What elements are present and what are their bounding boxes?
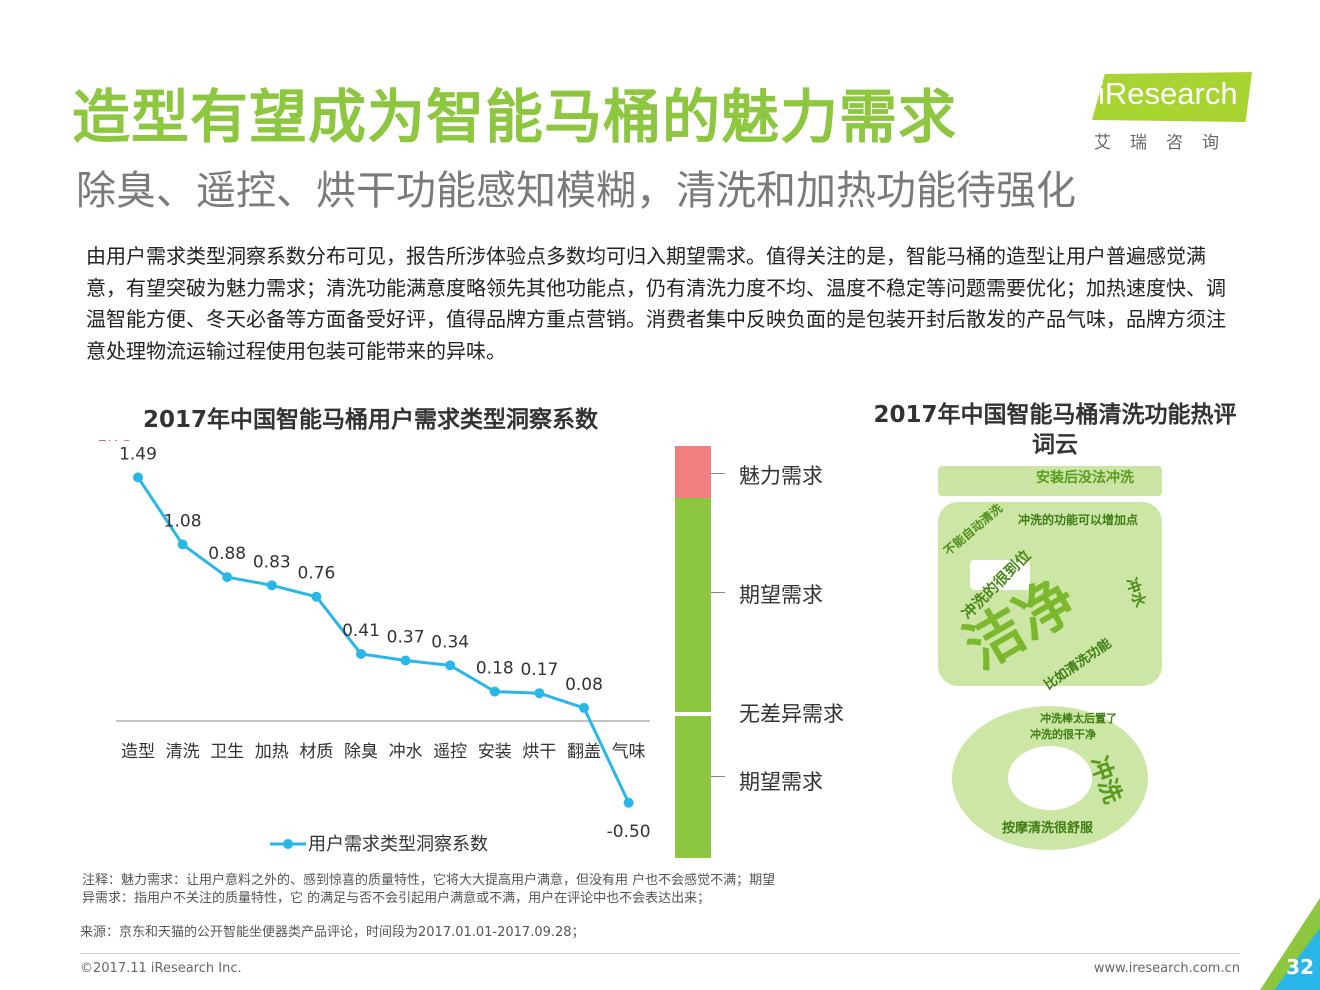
logo-cn: 艾瑞咨询 (1094, 133, 1238, 153)
cloud-ring-hole (1008, 746, 1092, 810)
cloud-phrase: 冲洗的功能可以增加点 (1018, 512, 1138, 527)
data-point (311, 591, 322, 602)
cloud-cutout (970, 560, 1030, 590)
website-link[interactable]: www.iresearch.com.cn (1093, 961, 1240, 976)
data-point (579, 702, 589, 713)
data-point (266, 580, 277, 591)
data-point (534, 688, 545, 699)
reference-label: 1.75 (97, 440, 133, 445)
page-corner (1260, 898, 1320, 990)
legend-marker (283, 839, 293, 849)
copyright: ©2017.11 iResearch Inc. (80, 961, 242, 976)
page-title: 造型有望成为智能马桶的魅力需求 (72, 83, 958, 151)
data-point (400, 655, 411, 666)
data-label: 1.08 (164, 511, 202, 531)
logo-band (1092, 72, 1252, 122)
x-tick-label: 烘干 (522, 742, 556, 762)
data-label: 0.41 (342, 621, 380, 641)
iresearch-logo: iResearch 艾瑞咨询 (1092, 70, 1257, 153)
bar-segment-expected-2 (675, 716, 711, 858)
bar-segment-attractive (675, 446, 711, 498)
cloud-phrase: 安装后没法冲洗 (1036, 469, 1134, 486)
page-subtitle: 除臭、遥控、烘干功能感知模糊，清洗和加热功能待强化 (76, 168, 1076, 214)
data-label: 0.17 (520, 660, 558, 680)
cloud-phrase: 冲洗棒太后置了 (1040, 711, 1117, 725)
intro-paragraph: 由用户需求类型洞察系数分布可见，报告所涉体验点多数均可归入期望需求。值得关注的是… (86, 244, 1226, 363)
x-tick-label: 卫生 (210, 742, 244, 762)
bar-label-indifferent: 无差异需求 (739, 702, 844, 726)
data-label: 0.88 (208, 544, 246, 564)
data-label: 0.83 (253, 552, 291, 572)
page-number: 32 (1286, 955, 1314, 979)
wordcloud-title: 2017年中国智能马桶清洗功能热评词云 (873, 402, 1237, 458)
note-line-2: 异需求：指用户不关注的质量特性，它 的满足与否不会引起用户满意或不满，用户在评论… (82, 891, 711, 906)
data-point (133, 472, 143, 483)
x-tick-label: 除臭 (344, 742, 378, 762)
x-tick-label: 翻盖 (567, 742, 601, 762)
bar-label-expected-2: 期望需求 (739, 770, 823, 794)
data-point (489, 686, 500, 697)
data-point (222, 572, 233, 583)
logo-brand: iResearch (1098, 76, 1238, 111)
cloud-phrase: 冲洗的很干净 (1030, 727, 1096, 741)
word-cloud: 安装后没法冲洗 冲洗的功能可以增加点 不能自动清洗 冲洗的很到位 洁净 比如清洗… (938, 466, 1162, 850)
data-label: 0.08 (565, 675, 603, 695)
cloud-phrase: 按摩清洗很舒服 (1002, 820, 1094, 836)
data-label: 0.18 (476, 659, 514, 679)
data-label: 1.49 (119, 444, 157, 464)
series-line (136, 476, 630, 804)
x-tick-label: 遥控 (433, 742, 467, 762)
cloud-background-top (938, 466, 1162, 686)
bar-label-expected: 期望需求 (739, 583, 823, 607)
data-label: 0.34 (431, 632, 469, 652)
bar-tick (711, 776, 725, 777)
x-tick-label: 造型 (121, 742, 155, 762)
data-point (445, 660, 456, 671)
data-point (356, 648, 366, 659)
chart-title: 2017年中国智能马桶用户需求类型洞察系数 (143, 407, 599, 433)
x-tick-label: 冲水 (389, 742, 423, 762)
x-tick-label: 材质 (299, 742, 333, 762)
notes: 注释：魅力需求：让用户意料之外的、感到惊喜的质量特性，它将大大提高用户满意，但没… (82, 872, 1242, 908)
x-tick-label: 清洗 (166, 742, 200, 762)
footer-divider (80, 953, 1240, 954)
data-point (177, 539, 188, 550)
data-point (623, 797, 634, 808)
data-label: 0.76 (297, 564, 335, 584)
legend-label: 用户需求类型洞察系数 (308, 834, 488, 855)
x-tick-label: 气味 (612, 742, 646, 762)
x-tick-label: 安装 (478, 742, 512, 762)
note-line-1: 注释：魅力需求：让用户意料之外的、感到惊喜的质量特性，它将大大提高用户满意，但没… (82, 873, 776, 888)
bar-segment-expected-1 (675, 498, 711, 712)
x-tick-label: 加热 (255, 742, 289, 762)
bar-tick (711, 592, 725, 593)
data-label: 0.37 (387, 628, 425, 648)
bar-label-attractive: 魅力需求 (739, 464, 823, 488)
source-note: 来源：京东和天猫的公开智能坐便器类产品评论，时间段为2017.01.01-201… (80, 925, 585, 940)
data-label: -0.50 (607, 822, 651, 842)
bar-tick (711, 473, 725, 474)
